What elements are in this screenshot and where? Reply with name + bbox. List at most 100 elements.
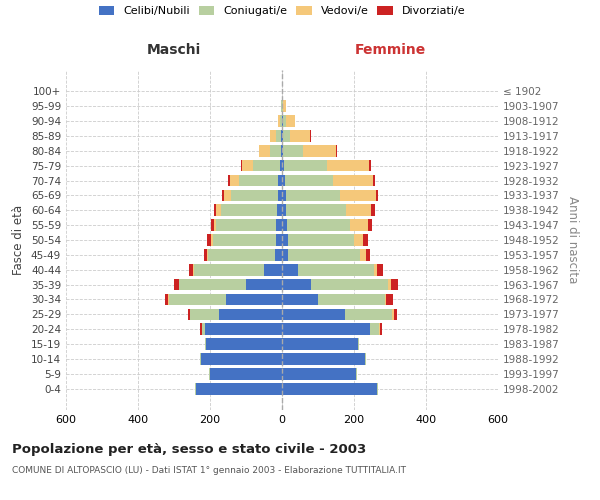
Bar: [207, 249, 282, 260]
Bar: [282, 308, 345, 320]
Bar: [366, 249, 370, 260]
Bar: [377, 264, 383, 276]
Bar: [369, 160, 371, 172]
Bar: [282, 115, 283, 127]
Bar: [207, 234, 282, 246]
Bar: [270, 145, 282, 156]
Bar: [303, 145, 335, 156]
Bar: [189, 264, 282, 276]
Bar: [335, 145, 337, 156]
Bar: [194, 264, 282, 276]
Bar: [219, 308, 282, 320]
Bar: [231, 190, 282, 201]
Text: Popolazione per età, sesso e stato civile - 2003: Popolazione per età, sesso e stato civil…: [12, 442, 366, 456]
Bar: [179, 279, 282, 290]
Bar: [289, 249, 361, 260]
Bar: [311, 279, 388, 290]
Bar: [361, 249, 366, 260]
Bar: [282, 204, 286, 216]
Bar: [385, 294, 386, 306]
Bar: [334, 174, 373, 186]
Bar: [281, 100, 282, 112]
Bar: [211, 234, 282, 246]
Bar: [217, 220, 282, 231]
Bar: [164, 294, 282, 306]
Bar: [282, 234, 288, 246]
Bar: [281, 145, 282, 156]
Bar: [259, 145, 282, 156]
Bar: [212, 234, 282, 246]
Bar: [270, 130, 282, 141]
Bar: [206, 338, 282, 350]
Bar: [246, 279, 282, 290]
Bar: [200, 324, 282, 335]
Bar: [391, 279, 398, 290]
Bar: [209, 368, 282, 380]
Bar: [277, 204, 282, 216]
Bar: [386, 294, 393, 306]
Bar: [282, 353, 365, 365]
Bar: [278, 174, 282, 186]
Bar: [358, 338, 359, 350]
Bar: [276, 130, 282, 141]
Bar: [286, 204, 346, 216]
Bar: [275, 249, 282, 260]
Bar: [376, 190, 379, 201]
Bar: [281, 130, 282, 141]
Y-axis label: Fasce di età: Fasce di età: [13, 205, 25, 275]
Bar: [282, 368, 356, 380]
Bar: [373, 174, 375, 186]
Bar: [288, 234, 355, 246]
Bar: [221, 204, 282, 216]
Bar: [283, 130, 290, 141]
Bar: [370, 324, 379, 335]
Bar: [380, 324, 382, 335]
Bar: [282, 264, 298, 276]
Bar: [377, 383, 378, 394]
Bar: [205, 338, 282, 350]
Bar: [283, 100, 286, 112]
Bar: [188, 308, 282, 320]
Bar: [318, 294, 385, 306]
Bar: [392, 308, 394, 320]
Bar: [282, 294, 318, 306]
Bar: [205, 324, 282, 335]
Bar: [173, 279, 282, 290]
Bar: [271, 130, 282, 141]
Bar: [345, 308, 392, 320]
Bar: [282, 190, 286, 201]
Bar: [368, 220, 372, 231]
Bar: [190, 308, 282, 320]
Bar: [196, 383, 282, 394]
Bar: [280, 160, 282, 172]
Bar: [285, 174, 334, 186]
Bar: [283, 115, 286, 127]
Bar: [214, 220, 282, 231]
Bar: [283, 145, 303, 156]
Bar: [282, 130, 283, 141]
Bar: [282, 279, 311, 290]
Bar: [209, 368, 282, 380]
Bar: [298, 264, 374, 276]
Bar: [275, 234, 282, 246]
Bar: [287, 220, 350, 231]
Bar: [282, 338, 358, 350]
Bar: [280, 115, 282, 127]
Bar: [282, 324, 370, 335]
Bar: [259, 145, 282, 156]
Bar: [226, 294, 282, 306]
Y-axis label: Anni di nascita: Anni di nascita: [566, 196, 579, 284]
Bar: [224, 190, 282, 201]
Bar: [379, 324, 380, 335]
Text: Maschi: Maschi: [147, 44, 201, 58]
Bar: [205, 338, 282, 350]
Bar: [328, 160, 369, 172]
Bar: [364, 234, 368, 246]
Bar: [282, 249, 289, 260]
Bar: [169, 294, 282, 306]
Bar: [242, 160, 282, 172]
Bar: [371, 204, 374, 216]
Bar: [278, 115, 282, 127]
Bar: [179, 279, 282, 290]
Bar: [374, 264, 377, 276]
